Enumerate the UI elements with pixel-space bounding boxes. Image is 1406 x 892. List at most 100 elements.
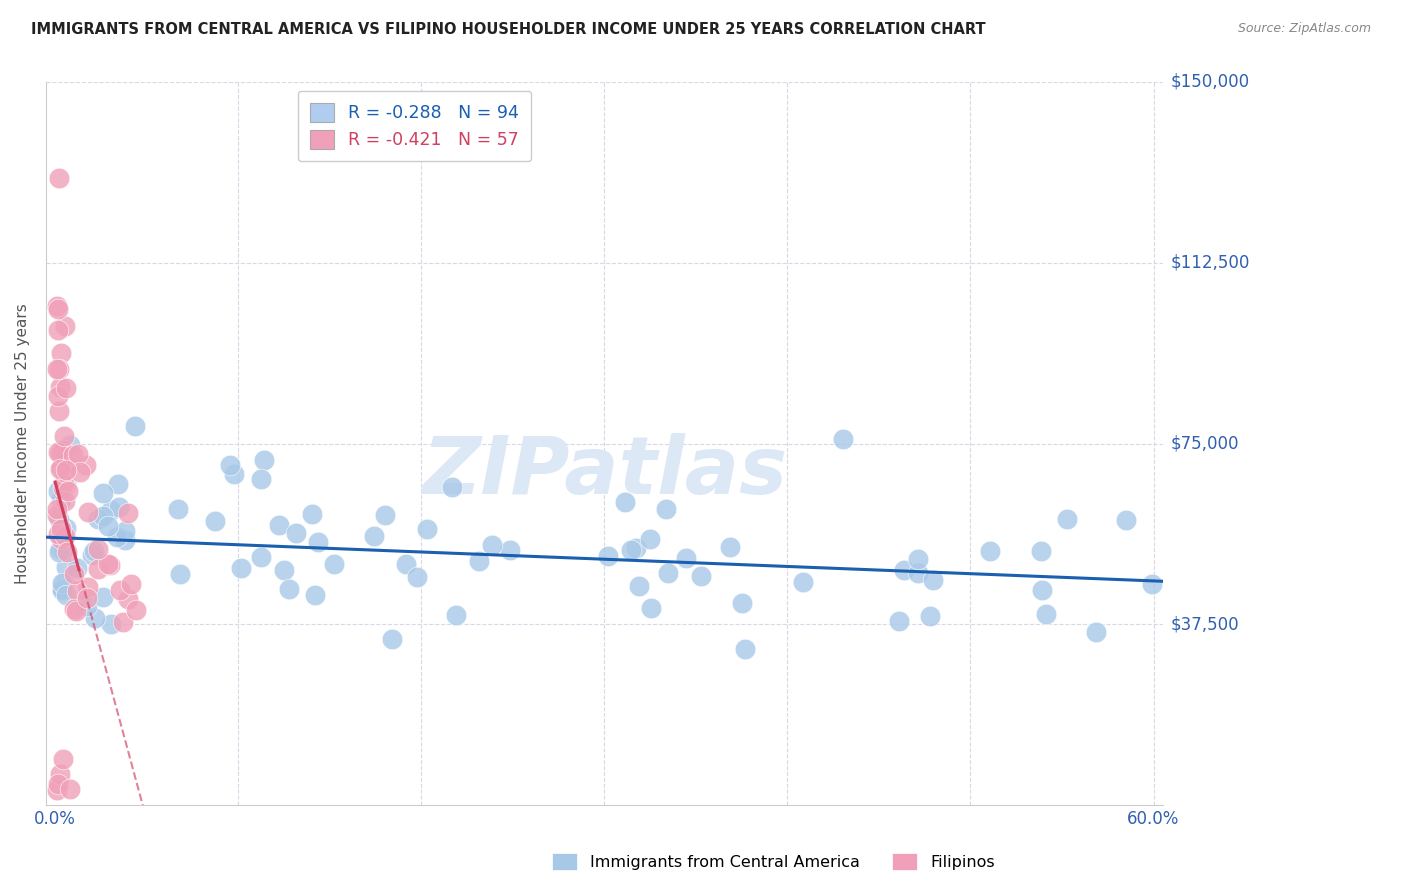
Point: [91, 508, 114, 523]
Point: [627, 579, 650, 593]
Point: [416, 522, 439, 536]
Point: [406, 570, 429, 584]
Point: [219, 458, 242, 472]
Point: [249, 549, 271, 564]
Point: [250, 472, 273, 486]
Point: [598, 549, 620, 563]
Point: [51, 581, 73, 595]
Point: [55, 560, 77, 574]
Point: [51, 575, 73, 590]
Point: [56, 545, 79, 559]
Point: [638, 532, 661, 546]
Point: [731, 596, 754, 610]
Point: [657, 566, 679, 581]
Point: [55, 521, 77, 535]
Point: [229, 560, 252, 574]
Point: [918, 608, 941, 623]
Point: [52, 543, 75, 558]
Point: [91, 590, 114, 604]
Point: [55, 477, 77, 491]
Legend: Immigrants from Central America, Filipinos: Immigrants from Central America, Filipin…: [546, 847, 1001, 877]
Y-axis label: Householder Income Under 25 years: Householder Income Under 25 years: [15, 303, 30, 584]
Point: [124, 419, 146, 434]
Point: [893, 563, 915, 577]
Point: [52, 442, 75, 457]
Point: [374, 508, 396, 523]
Point: [100, 503, 122, 517]
Point: [52, 481, 75, 495]
Point: [222, 467, 245, 481]
Point: [48, 404, 70, 418]
Point: [51, 583, 73, 598]
Point: [65, 604, 87, 618]
Point: [322, 557, 344, 571]
Point: [468, 554, 491, 568]
Point: [58, 483, 80, 498]
Point: [48, 512, 70, 526]
Point: [675, 550, 697, 565]
Point: [614, 495, 637, 509]
Text: $150,000: $150,000: [1171, 73, 1250, 91]
Point: [53, 476, 76, 491]
Point: [62, 567, 84, 582]
Point: [395, 557, 418, 571]
Point: [45, 299, 67, 313]
Point: [53, 575, 76, 590]
Point: [655, 502, 678, 516]
Point: [125, 603, 148, 617]
Point: [49, 493, 72, 508]
Point: [66, 584, 89, 599]
Point: [45, 508, 67, 522]
Point: [87, 562, 110, 576]
Point: [76, 591, 98, 605]
Point: [285, 525, 308, 540]
Point: [120, 577, 142, 591]
Point: [49, 522, 72, 536]
Point: [792, 575, 814, 590]
Text: ZIPatlas: ZIPatlas: [422, 434, 787, 511]
Point: [304, 588, 326, 602]
Point: [48, 301, 70, 316]
Point: [69, 465, 91, 479]
Point: [53, 529, 76, 543]
Point: [48, 526, 70, 541]
Point: [51, 520, 73, 534]
Point: [204, 514, 226, 528]
Point: [55, 381, 77, 395]
Point: [49, 462, 72, 476]
Text: IMMIGRANTS FROM CENTRAL AMERICA VS FILIPINO HOUSEHOLDER INCOME UNDER 25 YEARS CO: IMMIGRANTS FROM CENTRAL AMERICA VS FILIP…: [31, 22, 986, 37]
Point: [58, 438, 80, 452]
Point: [46, 483, 69, 498]
Point: [55, 588, 77, 602]
Point: [53, 494, 76, 508]
Point: [105, 530, 128, 544]
Point: [167, 501, 190, 516]
Point: [49, 541, 72, 556]
Point: [307, 535, 329, 549]
Point: [363, 529, 385, 543]
Point: [49, 380, 72, 394]
Point: [112, 615, 135, 630]
Point: [86, 511, 108, 525]
Point: [82, 549, 104, 563]
Point: [114, 524, 136, 538]
Point: [301, 508, 323, 522]
Point: [49, 345, 72, 359]
Point: [689, 569, 711, 583]
Point: [100, 616, 122, 631]
Point: [66, 561, 89, 575]
Point: [907, 566, 929, 580]
Point: [1031, 583, 1053, 598]
Point: [48, 323, 70, 337]
Point: [76, 580, 98, 594]
Point: [48, 361, 70, 376]
Point: [49, 532, 72, 546]
Point: [117, 592, 139, 607]
Point: [53, 465, 76, 479]
Point: [169, 566, 191, 581]
Point: [75, 458, 97, 472]
Point: [53, 318, 76, 333]
Point: [269, 518, 291, 533]
Point: [52, 478, 75, 492]
Point: [1140, 577, 1163, 591]
